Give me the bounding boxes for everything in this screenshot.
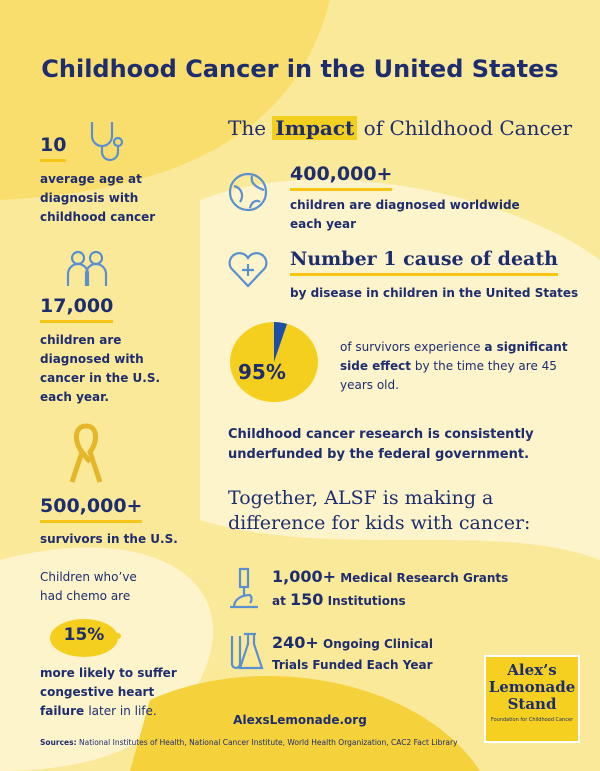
side-effect-stat: 95% bbox=[238, 360, 286, 384]
heading-highlight: Impact bbox=[272, 116, 358, 140]
flask-icon bbox=[230, 632, 264, 670]
grants-label: Medical Research Grants bbox=[340, 571, 509, 585]
survivors-stat: 500,000+ bbox=[40, 495, 143, 523]
side-effect-text: of survivors experience a significant si… bbox=[340, 338, 570, 395]
age-text: average age at diagnosis with childhood … bbox=[40, 172, 156, 224]
chemo-text: later in life. bbox=[88, 704, 157, 718]
logo-tagline: Foundation for Childhood Cancer bbox=[490, 717, 574, 723]
grants-stat2: 150 bbox=[290, 590, 324, 609]
trials-label: Ongoing Clinical Trials Funded Each Year bbox=[272, 637, 434, 672]
logo: Alex’s Lemonade Stand Foundation for Chi… bbox=[484, 655, 580, 743]
lemon-badge bbox=[50, 619, 121, 657]
title: Childhood Cancer in the United States bbox=[41, 55, 559, 83]
worldwide-text: children are diagnosed worldwide each ye… bbox=[290, 198, 520, 231]
grants: 1,000+ Medical Research Grants at 150 Ins… bbox=[272, 566, 532, 612]
heading-before: The bbox=[228, 116, 267, 140]
side-text-after: by the time they are 45 years old. bbox=[340, 359, 557, 392]
chemo-stat: 15% bbox=[63, 625, 105, 645]
sources-text: National Institutes of Health, National … bbox=[78, 738, 458, 747]
ribbon-icon bbox=[69, 423, 103, 483]
logo-line3: Stand bbox=[507, 695, 557, 713]
age-stat: 10 bbox=[40, 134, 67, 162]
sources-label: Sources: bbox=[40, 738, 77, 747]
chemo-intro: Children who’ve had chemo are bbox=[40, 570, 137, 603]
chemo-text-bold: more likely to suffer congestive heart f… bbox=[40, 666, 177, 718]
grants-stat: 1,000+ bbox=[272, 567, 337, 586]
microscope-icon bbox=[230, 567, 258, 609]
side-text-bold: a significant side effect bbox=[340, 340, 568, 373]
trials-stat: 240+ bbox=[272, 633, 319, 652]
logo-line1: Alex’s bbox=[507, 661, 557, 679]
diagnosed-stat: 17,000 bbox=[40, 295, 114, 323]
cause-text: by disease in children in the United Sta… bbox=[290, 286, 579, 300]
worldwide-stat: 400,000+ bbox=[290, 163, 393, 191]
trials: 240+ Ongoing Clinical Trials Funded Each… bbox=[272, 632, 472, 676]
statement: Childhood cancer research is consistentl… bbox=[228, 427, 534, 462]
together: Together, ALSF is making a difference fo… bbox=[228, 487, 531, 534]
heart-icon bbox=[228, 252, 268, 288]
footer-url: AlexsLemonade.org bbox=[233, 713, 367, 727]
cause-stat: Number 1 cause of death bbox=[290, 248, 558, 276]
heading-after: of Childhood Cancer bbox=[363, 116, 573, 140]
logo-line2: Lemonade bbox=[488, 678, 576, 696]
impact-heading: The Impact of Childhood Cancer bbox=[228, 116, 572, 140]
survivors-text: survivors in the U.S. bbox=[40, 532, 178, 546]
stethoscope-icon bbox=[90, 122, 124, 162]
diagnosed-text: children are diagnosed with cancer in th… bbox=[40, 333, 161, 404]
sources: Sources: National Institutes of Health, … bbox=[40, 738, 458, 747]
side-text-before: of survivors experience bbox=[340, 340, 481, 354]
grants-at: at bbox=[272, 594, 286, 608]
grants-label2: Institutions bbox=[327, 594, 406, 608]
lemon-chart bbox=[230, 322, 318, 402]
family-icon bbox=[66, 250, 108, 286]
globe-icon bbox=[228, 172, 268, 212]
